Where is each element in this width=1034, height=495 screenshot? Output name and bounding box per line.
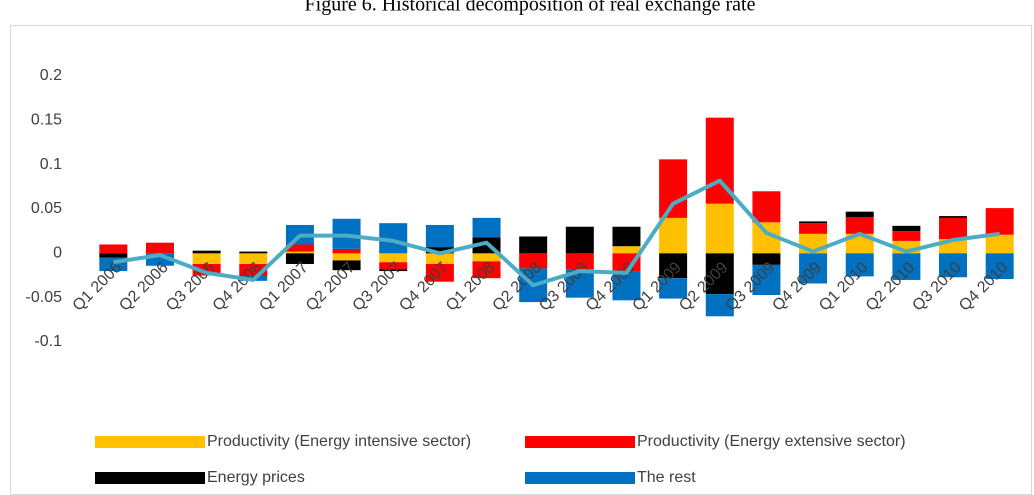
- bar-segment: [705, 203, 734, 254]
- bar-segment: [845, 211, 874, 217]
- bar-segment: [799, 253, 828, 284]
- legend-swatch: [525, 472, 635, 484]
- legend-swatch: [95, 436, 205, 448]
- bar-segment: [379, 262, 408, 270]
- bar-segment: [425, 247, 454, 254]
- bar-segment: [752, 264, 781, 296]
- bar-segment: [332, 260, 361, 271]
- bar-segment: [472, 261, 501, 279]
- bar-segment: [99, 253, 128, 258]
- bar-segment: [752, 253, 781, 265]
- bar-segment: [612, 271, 641, 301]
- chart-title: Figure 6. Historical decomposition of re…: [305, 0, 756, 16]
- bar-segment: [752, 191, 781, 223]
- bar-segment: [192, 263, 221, 276]
- bar-segment: [659, 159, 688, 218]
- y-tick-label: -0.1: [34, 333, 62, 350]
- legend-label: Productivity (Energy extensive sector): [637, 433, 906, 450]
- legend-label: Productivity (Energy intensive sector): [207, 433, 471, 450]
- legend-label: Energy prices: [207, 469, 305, 486]
- bar-segment: [939, 216, 968, 218]
- y-tick-label: 0.15: [31, 112, 62, 129]
- bar-segment: [192, 253, 221, 264]
- bar-segment: [425, 253, 454, 264]
- bar-segment: [845, 253, 874, 277]
- bar-segment: [892, 225, 921, 232]
- bar-segment: [985, 234, 1014, 254]
- bar-segment: [99, 244, 128, 254]
- bar-segment: [239, 263, 268, 276]
- bar-segment: [379, 253, 408, 263]
- bar-segment: [939, 217, 968, 240]
- y-tick-label: 0.2: [40, 67, 62, 84]
- bar-segment: [332, 248, 361, 254]
- legend-swatch: [525, 436, 635, 448]
- x-tick-label: Q1 2006: [70, 259, 126, 315]
- bar-segment: [425, 224, 454, 248]
- bar-segment: [472, 253, 501, 262]
- bar-segment: [239, 251, 268, 254]
- y-tick-label: 0: [53, 245, 62, 262]
- y-tick-label: 0.1: [40, 156, 62, 173]
- legend-label: The rest: [637, 469, 696, 486]
- bar-segment: [519, 236, 548, 254]
- bar-segment: [845, 216, 874, 234]
- bar-segment: [379, 269, 408, 272]
- bar-segment: [519, 253, 548, 269]
- y-tick-label: 0.05: [31, 200, 62, 217]
- bar-segment: [799, 221, 828, 224]
- bar-segment: [192, 250, 221, 254]
- bar-segment: [332, 253, 361, 261]
- y-tick-label: -0.05: [26, 289, 63, 306]
- bar-segment: [939, 253, 968, 278]
- bar-segment: [705, 294, 734, 317]
- bar-segment: [285, 244, 314, 252]
- bar-segment: [612, 226, 641, 247]
- bar-segment: [892, 253, 921, 280]
- x-tick-label: Q2 2007: [303, 259, 359, 315]
- bar-segment: [425, 263, 454, 282]
- bar-segment: [612, 253, 641, 272]
- bar-segment: [472, 217, 501, 238]
- bar-segment: [565, 253, 594, 270]
- bar-segment: [285, 251, 314, 254]
- bar-segment: [612, 246, 641, 254]
- bar-segment: [659, 278, 688, 299]
- bar-segment: [285, 253, 314, 264]
- bar-segment: [845, 233, 874, 254]
- line-series: [113, 178, 1000, 288]
- bar-segment: [659, 253, 688, 279]
- legend-swatch: [95, 472, 205, 484]
- bar-segment: [659, 217, 688, 254]
- bar-segment: [985, 253, 1014, 280]
- bar-segment: [985, 208, 1014, 235]
- bar-segment: [239, 253, 268, 264]
- bar-segment: [145, 242, 174, 254]
- bar-segment: [892, 231, 921, 241]
- bar-segment: [565, 226, 594, 254]
- bar-segment: [799, 223, 828, 234]
- bar-segment: [705, 253, 734, 295]
